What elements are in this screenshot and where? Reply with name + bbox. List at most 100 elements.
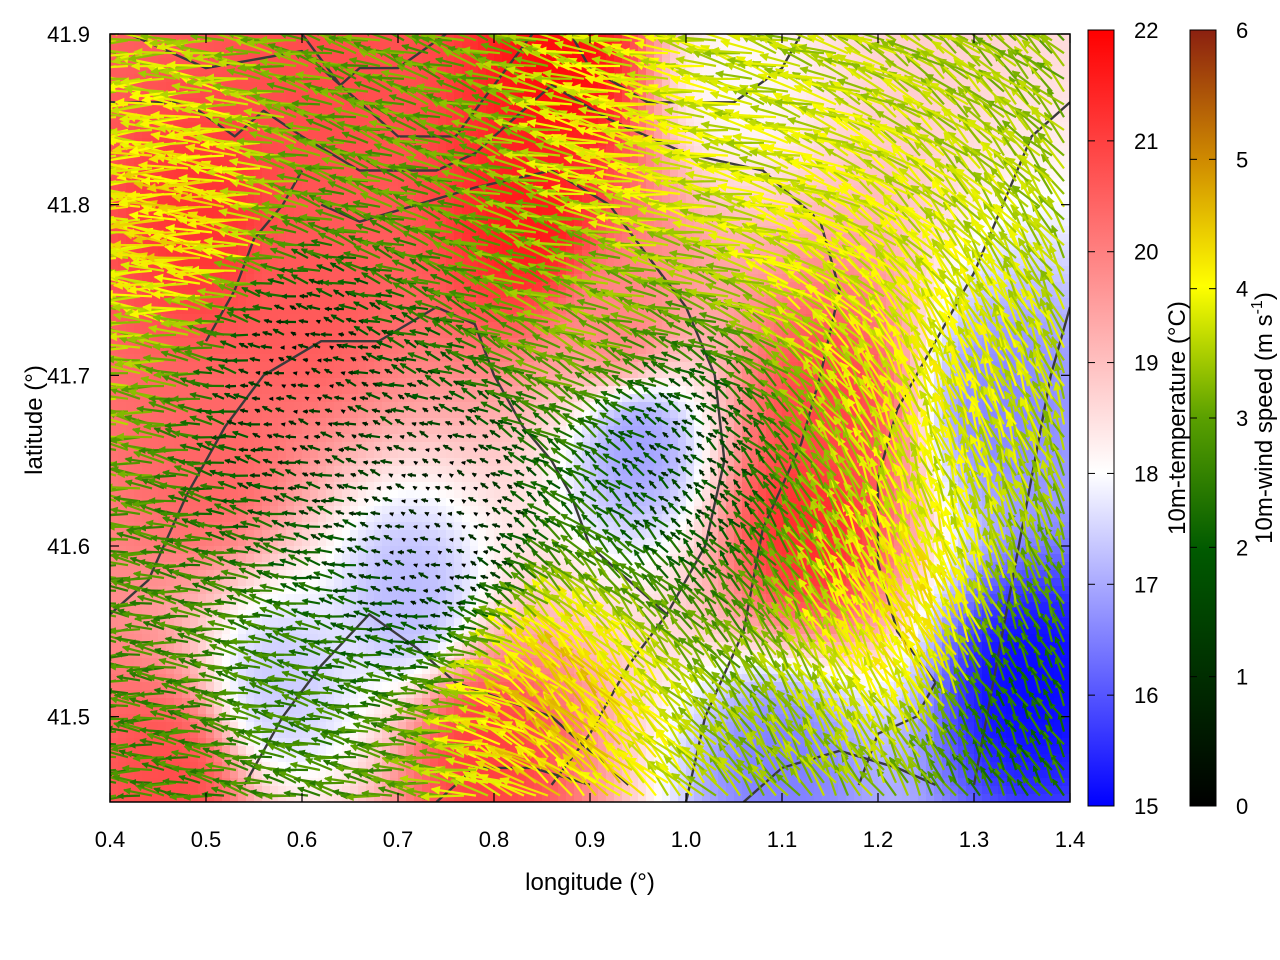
heat-cell bbox=[270, 74, 279, 83]
heat-cell bbox=[286, 258, 295, 267]
heat-cell bbox=[638, 322, 647, 331]
heat-cell bbox=[230, 82, 239, 91]
heat-cell bbox=[134, 82, 143, 91]
heat-cell bbox=[214, 66, 223, 75]
heat-cell bbox=[838, 90, 847, 99]
heat-cell bbox=[998, 90, 1007, 99]
heat-cell bbox=[446, 90, 455, 99]
heat-cell bbox=[822, 74, 831, 83]
heat-cell bbox=[950, 50, 959, 59]
heat-cell bbox=[286, 42, 295, 51]
heat-cell bbox=[374, 34, 383, 43]
heat-cell bbox=[518, 58, 527, 67]
heat-cell bbox=[606, 90, 615, 99]
heat-cell bbox=[1062, 74, 1070, 83]
heat-cell bbox=[486, 74, 495, 83]
heat-cell bbox=[670, 82, 679, 91]
heat-cell bbox=[390, 90, 399, 99]
heat-cell bbox=[142, 42, 151, 51]
heat-cell bbox=[182, 42, 191, 51]
heat-cell bbox=[1062, 42, 1070, 51]
heat-cell bbox=[790, 66, 799, 75]
heat-cell bbox=[614, 34, 623, 43]
heat-cell bbox=[822, 90, 831, 99]
heat-cell bbox=[934, 90, 943, 99]
heat-cell bbox=[382, 322, 391, 331]
heat-cell bbox=[134, 66, 143, 75]
heat-cell bbox=[862, 82, 871, 91]
heat-cell bbox=[750, 50, 759, 59]
heat-cell bbox=[774, 58, 783, 67]
heat-cell bbox=[1062, 170, 1070, 179]
heat-cell bbox=[598, 42, 607, 51]
heat-cell bbox=[1014, 66, 1023, 75]
heat-cell bbox=[366, 50, 375, 59]
heat-cell bbox=[182, 362, 191, 371]
heat-cell bbox=[726, 34, 735, 43]
heat-cell bbox=[478, 130, 487, 139]
heat-cell bbox=[246, 74, 255, 83]
heat-cell bbox=[734, 66, 743, 75]
heat-cell bbox=[294, 362, 303, 371]
heat-cell bbox=[886, 66, 895, 75]
heat-cell bbox=[534, 90, 543, 99]
heat-cell bbox=[382, 82, 391, 91]
heat-cell bbox=[654, 130, 663, 139]
heat-cell bbox=[542, 34, 551, 43]
heat-cell bbox=[126, 58, 135, 67]
heat-cell bbox=[294, 42, 303, 51]
heat-cell bbox=[246, 298, 255, 307]
heat-cell bbox=[246, 362, 255, 371]
heat-cell bbox=[590, 82, 599, 91]
heat-cell bbox=[894, 66, 903, 75]
heat-cell bbox=[286, 34, 295, 43]
heat-cell bbox=[590, 58, 599, 67]
heat-cell bbox=[502, 74, 511, 83]
heat-cell bbox=[486, 90, 495, 99]
heat-cell bbox=[846, 82, 855, 91]
heat-cell bbox=[166, 170, 175, 179]
heat-cell bbox=[1030, 50, 1039, 59]
heat-cell bbox=[262, 322, 271, 331]
heat-cell bbox=[334, 42, 343, 51]
heat-cell bbox=[374, 50, 383, 59]
heat-cell bbox=[238, 298, 247, 307]
heat-cell bbox=[374, 362, 383, 371]
heat-cell bbox=[1054, 90, 1063, 99]
heat-cell bbox=[158, 362, 167, 371]
heat-cell bbox=[718, 90, 727, 99]
heat-cell bbox=[310, 354, 319, 363]
heat-cell bbox=[710, 82, 719, 91]
heat-cell bbox=[270, 170, 279, 179]
heat-cell bbox=[262, 298, 271, 307]
heat-cell bbox=[326, 58, 335, 67]
heat-cell bbox=[726, 66, 735, 75]
heat-cell bbox=[254, 194, 263, 203]
heat-cell bbox=[1062, 58, 1070, 67]
heat-cell bbox=[302, 234, 311, 243]
heat-cell bbox=[486, 50, 495, 59]
heat-cell bbox=[334, 194, 343, 203]
heat-cell bbox=[278, 258, 287, 267]
heat-cell bbox=[222, 66, 231, 75]
heat-cell bbox=[982, 66, 991, 75]
heat-cell bbox=[198, 66, 207, 75]
heat-cell bbox=[614, 258, 623, 267]
heat-cell bbox=[382, 90, 391, 99]
heat-cell bbox=[190, 258, 199, 267]
heat-cell bbox=[390, 42, 399, 51]
heat-cell bbox=[806, 42, 815, 51]
heat-cell bbox=[822, 58, 831, 67]
heat-cell bbox=[1062, 66, 1070, 75]
heat-cell bbox=[910, 90, 919, 99]
heat-cell bbox=[366, 90, 375, 99]
heat-cell bbox=[230, 298, 239, 307]
heat-cell bbox=[262, 274, 271, 283]
heat-cell bbox=[326, 82, 335, 91]
heat-cell bbox=[310, 130, 319, 139]
heat-cell bbox=[1054, 58, 1063, 67]
heat-cell bbox=[222, 34, 231, 43]
heat-cell bbox=[294, 234, 303, 243]
heat-cell bbox=[246, 194, 255, 203]
heat-cell bbox=[878, 58, 887, 67]
